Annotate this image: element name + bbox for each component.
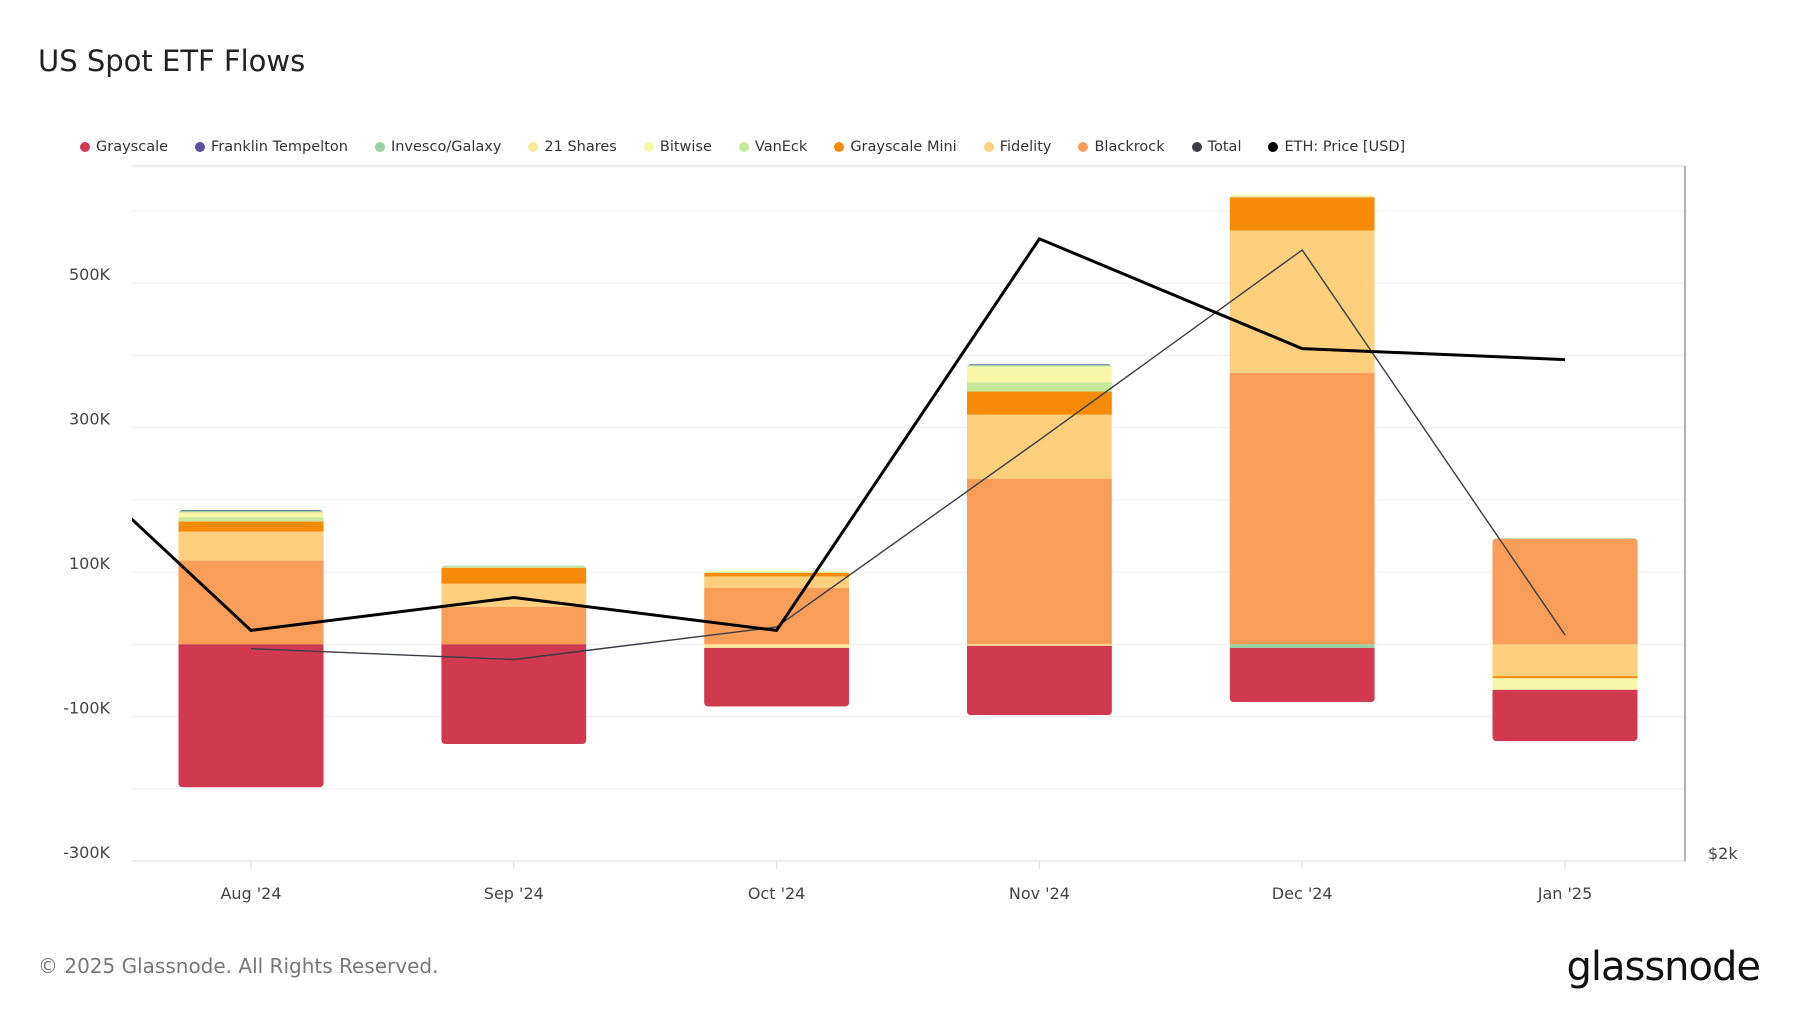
bar-segment-franklin-tempelton[interactable]	[966, 364, 1112, 365]
legend-label: ETH: Price [USD]	[1284, 139, 1406, 155]
legend: Grayscale Franklin Tempelton Invesco/Galax…	[80, 139, 1432, 155]
bar-segment-bitwise[interactable]	[966, 366, 1112, 383]
bar-segment-fidelity[interactable]	[704, 576, 850, 588]
legend-item[interactable]: Total	[1191, 139, 1242, 155]
bar-segment-bitwise[interactable]	[704, 570, 850, 573]
legend-item[interactable]: Franklin Tempelton	[195, 139, 348, 155]
bar-stack	[704, 570, 850, 707]
bar-segment-grayscale-mini[interactable]	[1492, 676, 1638, 679]
legend-label: 21 Shares	[544, 139, 617, 155]
legend-item[interactable]: VanEck	[738, 139, 808, 155]
y-tick-label: -100K	[63, 699, 110, 718]
bar-stack	[1492, 538, 1638, 742]
bar-segment-grayscale-mini[interactable]	[966, 391, 1112, 415]
copyright: © 2025 Glassnode. All Rights Reserved.	[38, 954, 439, 978]
legend-dot-icon	[195, 142, 206, 152]
bar-segment-invesco-galaxy[interactable]	[178, 510, 324, 513]
bar-segment-21-shares[interactable]	[178, 512, 324, 514]
y-tick-label: 100K	[69, 554, 111, 573]
legend-item[interactable]: Invesco/Galaxy	[374, 139, 502, 155]
bar-segment-franklin-tempelton[interactable]	[178, 510, 324, 511]
glassnode-logo: glassnode	[1566, 944, 1761, 990]
bar-segment-invesco-galaxy[interactable]	[966, 364, 1112, 367]
bar-segment-vaneck[interactable]	[441, 566, 587, 568]
y-tick-label: 500K	[69, 265, 111, 284]
legend-item[interactable]: Blackrock	[1078, 139, 1165, 155]
legend-label: Grayscale Mini	[850, 139, 957, 155]
legend-label: Total	[1207, 139, 1242, 155]
bar-segment-grayscale-mini[interactable]	[1229, 197, 1375, 231]
bar-stack	[1229, 195, 1375, 703]
bar-segment-invesco-galaxy[interactable]	[1229, 644, 1375, 648]
bar-segment-grayscale-mini[interactable]	[178, 521, 324, 532]
legend-dot-icon	[528, 142, 539, 152]
bar-segment-fidelity[interactable]	[966, 414, 1112, 479]
bar-segment-vaneck[interactable]	[704, 572, 850, 573]
bar-segment-blackrock[interactable]	[704, 588, 850, 645]
bar-segment-blackrock[interactable]	[966, 478, 1112, 645]
legend-dot-icon	[374, 142, 385, 152]
bar-segment-blackrock[interactable]	[1229, 372, 1375, 645]
bar-segment-bitwise[interactable]	[1492, 678, 1638, 690]
bar-stack	[178, 510, 324, 788]
legend-label: Bitwise	[659, 139, 712, 155]
legend-item[interactable]: Bitwise	[643, 139, 712, 155]
legend-dot-icon	[738, 142, 749, 152]
legend-label: Fidelity	[999, 139, 1052, 155]
bar-segment-grayscale[interactable]	[704, 647, 850, 707]
bar-segment-fidelity[interactable]	[178, 531, 324, 561]
bar-segment-blackrock[interactable]	[441, 606, 587, 645]
bar-segment-grayscale[interactable]	[1229, 647, 1375, 703]
legend-dot-icon	[643, 142, 654, 152]
legend-dot-icon	[983, 142, 994, 152]
legend-label: Invesco/Galaxy	[390, 139, 502, 155]
legend-label: Grayscale	[96, 139, 169, 155]
y-tick-label: 300K	[69, 410, 111, 429]
bar-segment-grayscale-mini[interactable]	[704, 572, 850, 577]
legend-label: Franklin Tempelton	[211, 139, 348, 155]
bar-segment-grayscale[interactable]	[178, 644, 324, 788]
bar-segment-fidelity[interactable]	[1492, 644, 1638, 677]
x-tick-label: Sep '24	[484, 884, 544, 903]
bar-segment-bitwise[interactable]	[178, 513, 324, 518]
bar-segment-grayscale[interactable]	[1492, 689, 1638, 742]
legend-item[interactable]: 21 Shares	[528, 139, 617, 155]
legend-dot-icon	[834, 142, 845, 152]
eth-price-line	[132, 236, 1566, 633]
bar-segment-vaneck[interactable]	[178, 517, 324, 522]
legend-item[interactable]: Fidelity	[983, 139, 1052, 155]
bar-segment-vaneck[interactable]	[1229, 196, 1375, 198]
bar-segment-invesco-galaxy[interactable]	[1492, 538, 1638, 539]
legend-dot-icon	[1191, 142, 1202, 152]
legend-dot-icon	[80, 142, 90, 152]
x-tick-label: Dec '24	[1272, 884, 1333, 903]
x-tick-label: Oct '24	[748, 884, 806, 903]
legend-label: Blackrock	[1094, 139, 1165, 155]
bar-segment-21-shares[interactable]	[704, 644, 850, 648]
x-tick-label: Nov '24	[1009, 884, 1070, 903]
legend-item[interactable]: ETH: Price [USD]	[1268, 139, 1405, 155]
bar-segment-vaneck[interactable]	[966, 382, 1112, 392]
bar-stack	[441, 565, 587, 744]
x-tick-label: Aug '24	[220, 884, 281, 903]
legend-dot-icon	[1078, 142, 1089, 152]
bar-segment-grayscale-mini[interactable]	[441, 567, 587, 584]
legend-item[interactable]: Grayscale	[80, 139, 168, 155]
bar-segment-grayscale[interactable]	[966, 645, 1112, 716]
legend-label: VanEck	[754, 139, 808, 155]
bar-segment-blackrock[interactable]	[1492, 538, 1638, 645]
bar-segment-bitwise[interactable]	[1229, 195, 1375, 197]
bar-segment-grayscale[interactable]	[441, 644, 587, 744]
total-line	[250, 249, 1566, 661]
x-tick-label: Jan '25	[1537, 884, 1593, 903]
y2-tick-label: $2k	[1708, 844, 1738, 863]
bar-stack	[966, 364, 1112, 716]
y-tick-label: -300K	[63, 843, 110, 862]
legend-item[interactable]: Grayscale Mini	[834, 139, 957, 155]
bar-segment-invesco-galaxy[interactable]	[441, 565, 587, 567]
bar-segment-21-shares[interactable]	[966, 644, 1112, 646]
chart-title: US Spot ETF Flows	[38, 44, 306, 78]
legend-dot-icon	[1268, 142, 1279, 152]
